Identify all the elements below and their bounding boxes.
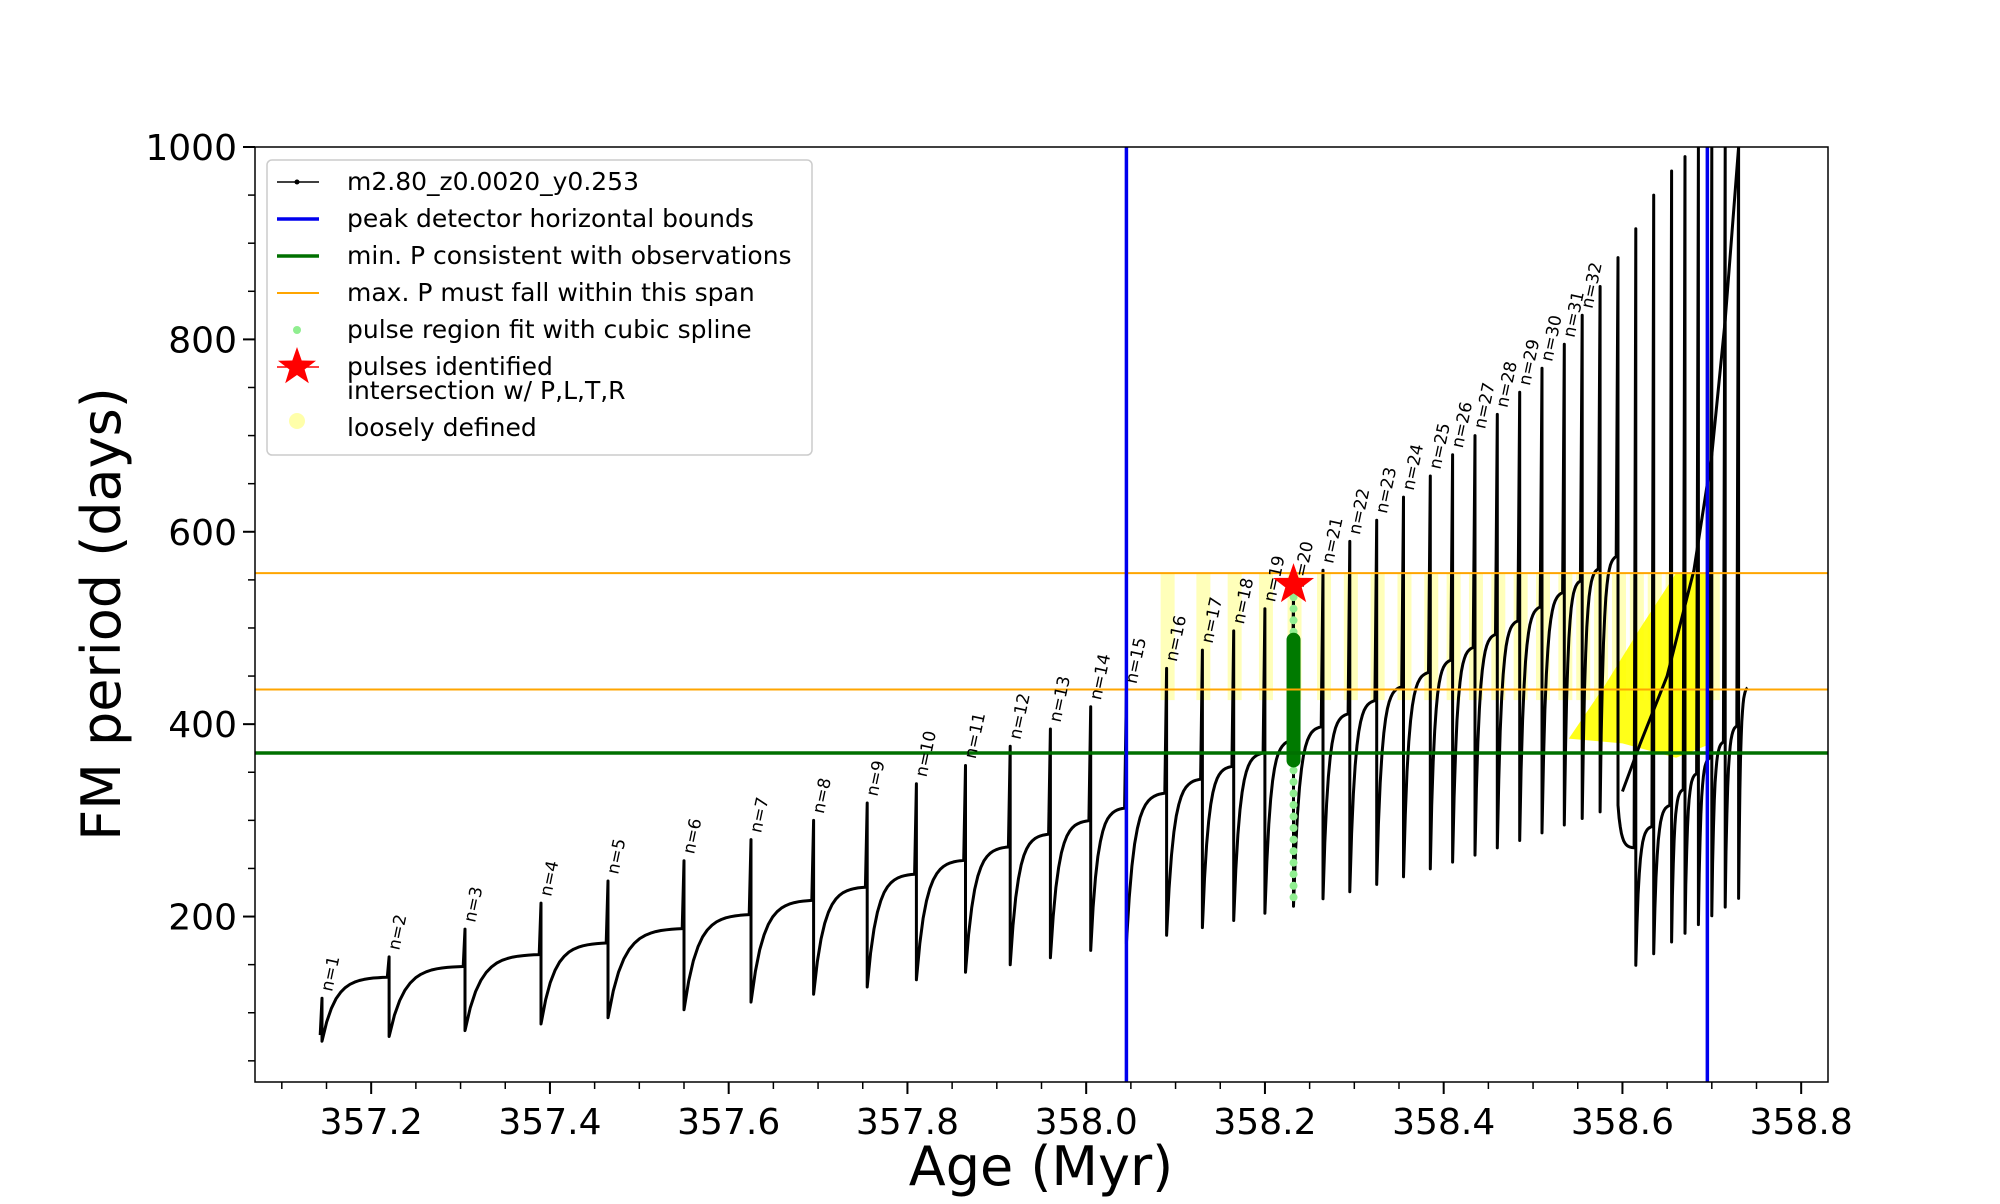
series-line-main — [318, 147, 1749, 1043]
spline-point — [1289, 835, 1298, 844]
intersection-band — [1196, 573, 1211, 701]
x-tick-label: 358.2 — [1213, 1102, 1316, 1143]
intersection-band — [1160, 573, 1175, 701]
x-tick-label: 357.6 — [677, 1102, 780, 1143]
legend-handle-dot — [294, 179, 300, 185]
pulse-star-marker — [1273, 563, 1315, 603]
spline-point — [1289, 593, 1298, 602]
legend-label: loosely defined — [347, 413, 537, 442]
x-tick-label: 358.8 — [1750, 1102, 1853, 1143]
spline-point — [1289, 858, 1298, 867]
legend-box — [266, 159, 813, 456]
spline-point — [1289, 800, 1298, 809]
spline-point — [1289, 824, 1298, 833]
x-tick-label: 358.6 — [1571, 1102, 1674, 1143]
legend-handle-star — [278, 347, 316, 384]
y-tick-label: 200 — [168, 898, 237, 939]
x-tick-label: 357.2 — [320, 1102, 423, 1143]
spline-dense-segment — [1286, 632, 1301, 768]
x-tick-label: 358.0 — [1035, 1102, 1138, 1143]
y-tick-label: 400 — [168, 705, 237, 746]
y-axis-label: FM period (days) — [70, 387, 133, 841]
legend-label: max. P must fall within this span — [347, 278, 755, 307]
series-line-envelope — [1621, 147, 1741, 793]
x-axis-label: Age (Myr) — [909, 1135, 1174, 1198]
y-tick-label: 800 — [168, 320, 237, 361]
x-tick-label: 357.4 — [498, 1102, 601, 1143]
spline-point — [1289, 616, 1298, 625]
y-tick-label: 600 — [168, 513, 237, 554]
spline-point — [1289, 870, 1298, 879]
x-tick-label: 358.4 — [1392, 1102, 1495, 1143]
spline-point — [1289, 789, 1298, 798]
spline-point — [1289, 812, 1298, 821]
spline-point — [1289, 766, 1298, 775]
x-tick-label: 357.8 — [856, 1102, 959, 1143]
spline-point — [1289, 881, 1298, 890]
spline-point — [1289, 777, 1298, 786]
legend-label: pulses identified — [347, 352, 553, 381]
legend-label: min. P consistent with observations — [347, 241, 792, 270]
y-tick-label: 1000 — [145, 128, 237, 169]
legend-handle-dot — [293, 326, 301, 334]
legend-label: pulse region fit with cubic spline — [347, 315, 752, 344]
legend-label: peak detector horizontal bounds — [347, 204, 754, 233]
legend-label: intersection w/ P,L,T,R — [347, 376, 626, 405]
spline-point — [1289, 604, 1298, 613]
spline-point — [1289, 847, 1298, 856]
spline-point — [1289, 893, 1298, 902]
intersection-dense-region — [1568, 573, 1712, 758]
legend-label: m2.80_z0.0020_y0.253 — [347, 167, 639, 196]
legend-handle-dot — [289, 413, 305, 429]
